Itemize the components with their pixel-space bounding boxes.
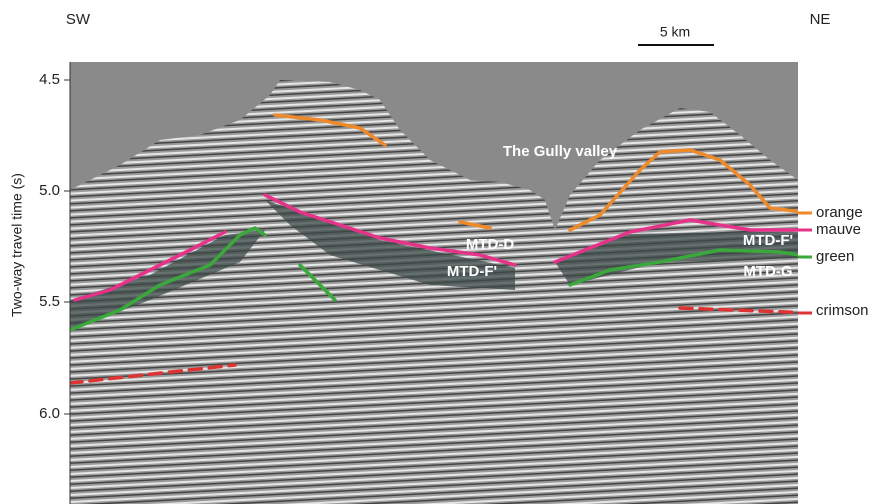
annotation: MTD-D — [466, 236, 514, 253]
horizon-orange — [273, 113, 387, 147]
horizon-label: orange — [816, 204, 863, 221]
horizon-label: mauve — [816, 221, 861, 238]
y-tick-label: 5.5 — [39, 293, 60, 310]
scale-label: 5 km — [660, 24, 690, 40]
horizon-green — [568, 248, 798, 287]
horizon-orange — [568, 148, 798, 232]
horizon-mauve — [553, 218, 798, 264]
horizon-label: crimson — [816, 302, 869, 319]
seismic-section — [70, 62, 798, 504]
annotation: MTD-F' — [447, 263, 497, 280]
horizon-label: green — [816, 248, 854, 265]
annotation: MTD-G — [743, 263, 792, 280]
y-tick-label: 4.5 — [39, 71, 60, 88]
direction-label: SW — [66, 11, 91, 28]
horizon-green — [70, 226, 267, 332]
annotation: MTD-F' — [743, 232, 793, 249]
y-tick-label: 6.0 — [39, 405, 60, 422]
horizon-mauve — [73, 230, 227, 302]
horizon-mauve — [263, 193, 517, 267]
horizon-orange — [458, 220, 492, 230]
y-tick-label: 5.0 — [39, 182, 60, 199]
horizon-green — [298, 263, 337, 302]
mtd-body — [70, 230, 265, 330]
horizon-crimson — [678, 306, 798, 315]
annotation: The Gully valley — [503, 143, 618, 160]
direction-label: NE — [810, 11, 831, 28]
horizon-crimson — [70, 363, 237, 385]
seafloor-reflections — [70, 80, 798, 504]
y-axis-label: Two-way travel time (s) — [9, 173, 25, 317]
